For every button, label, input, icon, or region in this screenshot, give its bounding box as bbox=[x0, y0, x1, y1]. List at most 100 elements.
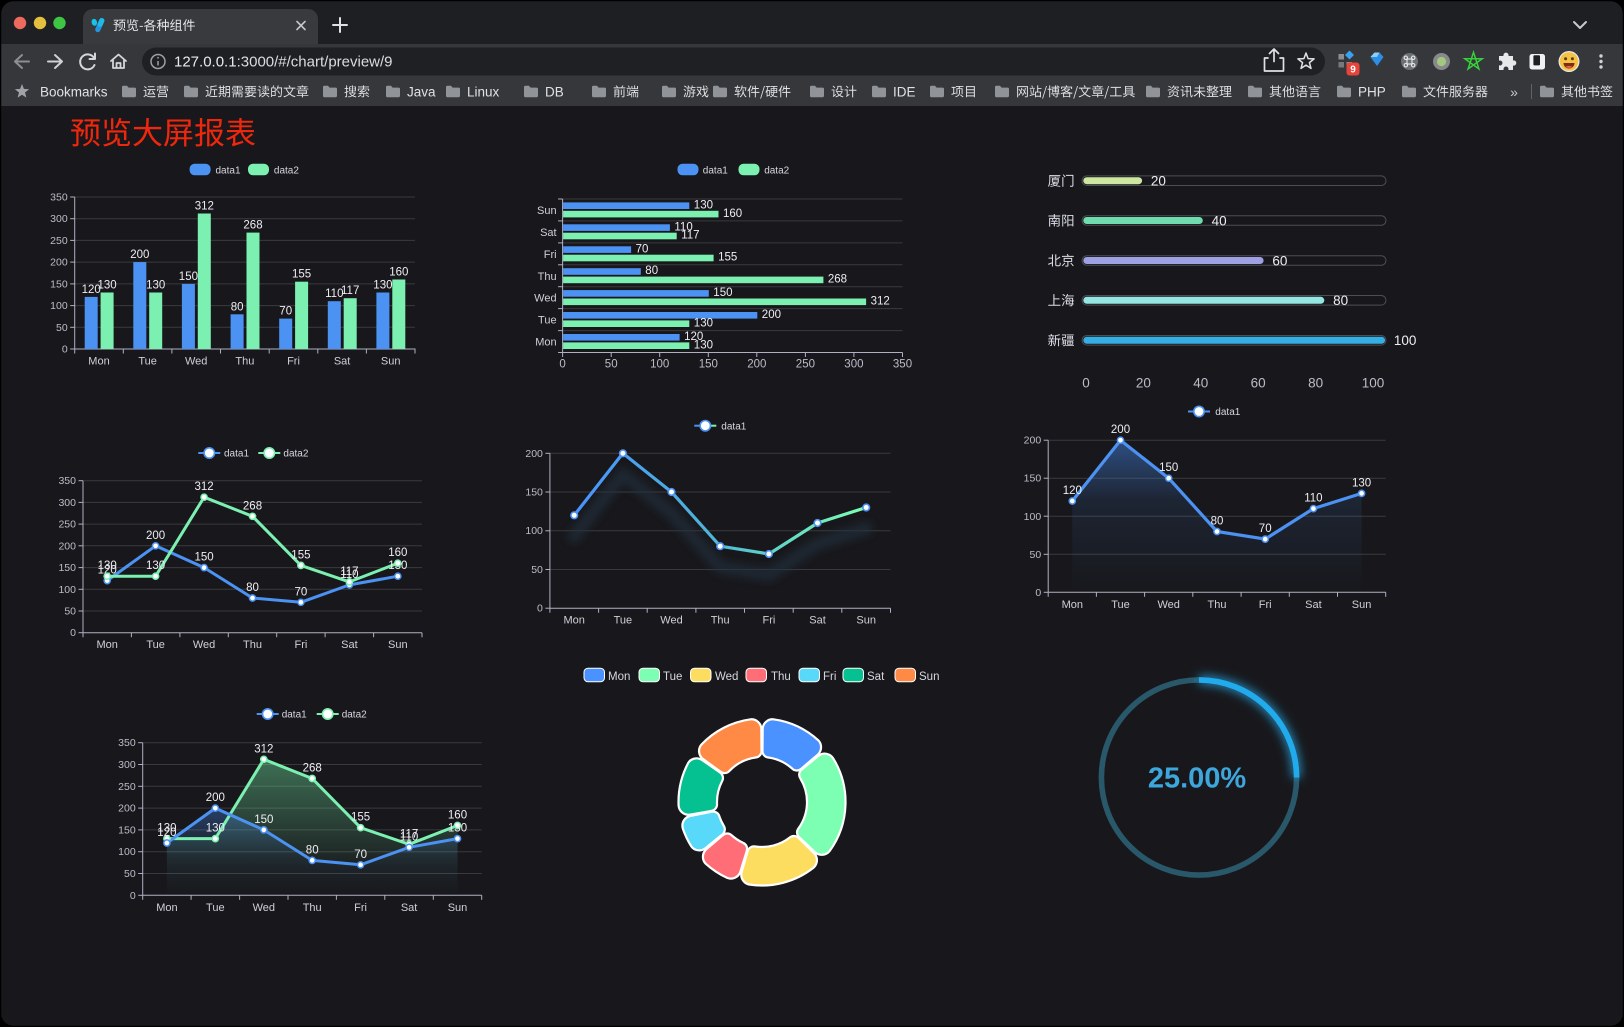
svg-text:160: 160 bbox=[448, 810, 467, 822]
svg-text:160: 160 bbox=[388, 547, 407, 559]
svg-text:150: 150 bbox=[1159, 462, 1178, 474]
svg-text:80: 80 bbox=[246, 582, 259, 594]
svg-text:110: 110 bbox=[674, 221, 692, 233]
svg-text:Wed: Wed bbox=[715, 671, 738, 683]
svg-text:Wed: Wed bbox=[253, 902, 275, 914]
svg-text:0: 0 bbox=[559, 359, 565, 371]
svg-text:100: 100 bbox=[1394, 333, 1417, 348]
svg-text:155: 155 bbox=[292, 269, 311, 281]
svg-text:150: 150 bbox=[195, 552, 214, 564]
svg-text:110: 110 bbox=[1304, 493, 1322, 505]
svg-text:data1: data1 bbox=[703, 166, 728, 177]
svg-text:Tue: Tue bbox=[206, 902, 225, 914]
svg-text:200: 200 bbox=[130, 249, 149, 261]
svg-text:Tue: Tue bbox=[663, 671, 682, 683]
svg-text:Sun: Sun bbox=[388, 639, 408, 651]
svg-text:268: 268 bbox=[243, 220, 262, 232]
svg-text:Sat: Sat bbox=[341, 639, 358, 651]
svg-text:Mon: Mon bbox=[156, 902, 177, 914]
svg-text:0: 0 bbox=[537, 603, 543, 615]
svg-text:data2: data2 bbox=[764, 166, 789, 177]
svg-text:Sun: Sun bbox=[1352, 599, 1372, 611]
svg-text:Thu: Thu bbox=[243, 639, 262, 651]
svg-text:Fri: Fri bbox=[354, 902, 367, 914]
svg-text:70: 70 bbox=[1259, 523, 1272, 535]
svg-text:110: 110 bbox=[400, 831, 418, 843]
svg-text:Sun: Sun bbox=[381, 356, 401, 368]
svg-text:70: 70 bbox=[295, 586, 308, 598]
svg-text:268: 268 bbox=[828, 274, 847, 286]
svg-text:data1: data1 bbox=[216, 166, 241, 177]
svg-text:130: 130 bbox=[1352, 477, 1371, 489]
svg-text:250: 250 bbox=[58, 519, 76, 531]
svg-text:155: 155 bbox=[291, 549, 310, 561]
svg-text:130: 130 bbox=[146, 560, 165, 572]
svg-text:Sun: Sun bbox=[919, 671, 939, 683]
svg-text:250: 250 bbox=[118, 781, 136, 793]
svg-text:155: 155 bbox=[351, 812, 370, 824]
svg-text:150: 150 bbox=[118, 824, 136, 836]
svg-text:80: 80 bbox=[1333, 293, 1348, 308]
svg-text:Thu: Thu bbox=[711, 615, 730, 627]
svg-text:40: 40 bbox=[1193, 376, 1208, 391]
svg-text:100: 100 bbox=[118, 846, 136, 858]
svg-text:250: 250 bbox=[50, 235, 68, 247]
svg-text:Mon: Mon bbox=[1062, 599, 1083, 611]
svg-text:Wed: Wed bbox=[1157, 599, 1179, 611]
svg-text:Fri: Fri bbox=[287, 356, 300, 368]
svg-text:Mon: Mon bbox=[535, 337, 556, 349]
svg-text:150: 150 bbox=[58, 562, 76, 574]
svg-text:268: 268 bbox=[303, 763, 322, 775]
svg-text:110: 110 bbox=[340, 569, 358, 581]
svg-text:data1: data1 bbox=[282, 710, 307, 721]
svg-text:130: 130 bbox=[448, 823, 467, 835]
svg-text:data1: data1 bbox=[224, 449, 249, 460]
svg-text:117: 117 bbox=[400, 828, 418, 840]
svg-text:data2: data2 bbox=[342, 710, 367, 721]
svg-text:80: 80 bbox=[231, 301, 244, 313]
svg-text:Fri: Fri bbox=[823, 671, 836, 683]
svg-text:60: 60 bbox=[1272, 253, 1287, 268]
svg-text:»: » bbox=[1510, 84, 1518, 100]
svg-text:350: 350 bbox=[893, 359, 912, 371]
svg-text:Sun: Sun bbox=[537, 205, 557, 217]
svg-text:50: 50 bbox=[531, 564, 543, 576]
svg-text:Wed: Wed bbox=[185, 356, 207, 368]
svg-text:150: 150 bbox=[699, 359, 718, 371]
svg-text:130: 130 bbox=[157, 823, 176, 835]
svg-text:200: 200 bbox=[525, 448, 543, 460]
svg-text:PHP: PHP bbox=[1358, 85, 1386, 100]
svg-text:50: 50 bbox=[605, 359, 618, 371]
svg-text:300: 300 bbox=[58, 497, 76, 509]
svg-text:Tue: Tue bbox=[614, 615, 633, 627]
svg-text:Fri: Fri bbox=[294, 639, 307, 651]
svg-text:Java: Java bbox=[407, 85, 436, 100]
svg-text:200: 200 bbox=[762, 309, 781, 321]
svg-text:350: 350 bbox=[118, 737, 136, 749]
svg-text:Tue: Tue bbox=[1111, 599, 1130, 611]
svg-text:Sun: Sun bbox=[448, 902, 468, 914]
svg-text:70: 70 bbox=[636, 243, 649, 255]
svg-text:100: 100 bbox=[1362, 376, 1385, 391]
svg-text:268: 268 bbox=[243, 500, 262, 512]
svg-text:120: 120 bbox=[1063, 485, 1082, 497]
svg-text:data1: data1 bbox=[721, 421, 746, 432]
svg-text:data1: data1 bbox=[1215, 407, 1240, 418]
svg-text:120: 120 bbox=[157, 827, 176, 839]
svg-text:100: 100 bbox=[650, 359, 669, 371]
svg-text:Mon: Mon bbox=[96, 639, 117, 651]
svg-text:150: 150 bbox=[525, 487, 543, 499]
svg-text:200: 200 bbox=[58, 540, 76, 552]
svg-text:350: 350 bbox=[58, 475, 76, 487]
svg-text:117: 117 bbox=[340, 566, 358, 578]
svg-text:130: 130 bbox=[694, 199, 713, 211]
svg-text:200: 200 bbox=[206, 792, 225, 804]
svg-text:160: 160 bbox=[389, 267, 408, 279]
svg-text:Fri: Fri bbox=[762, 615, 775, 627]
svg-text:Mon: Mon bbox=[88, 356, 109, 368]
svg-text:Wed: Wed bbox=[660, 615, 682, 627]
svg-text:20: 20 bbox=[1151, 174, 1166, 189]
svg-text:25.00%: 25.00% bbox=[1148, 763, 1247, 795]
svg-text:300: 300 bbox=[50, 213, 68, 225]
svg-text:Thu: Thu bbox=[235, 356, 254, 368]
